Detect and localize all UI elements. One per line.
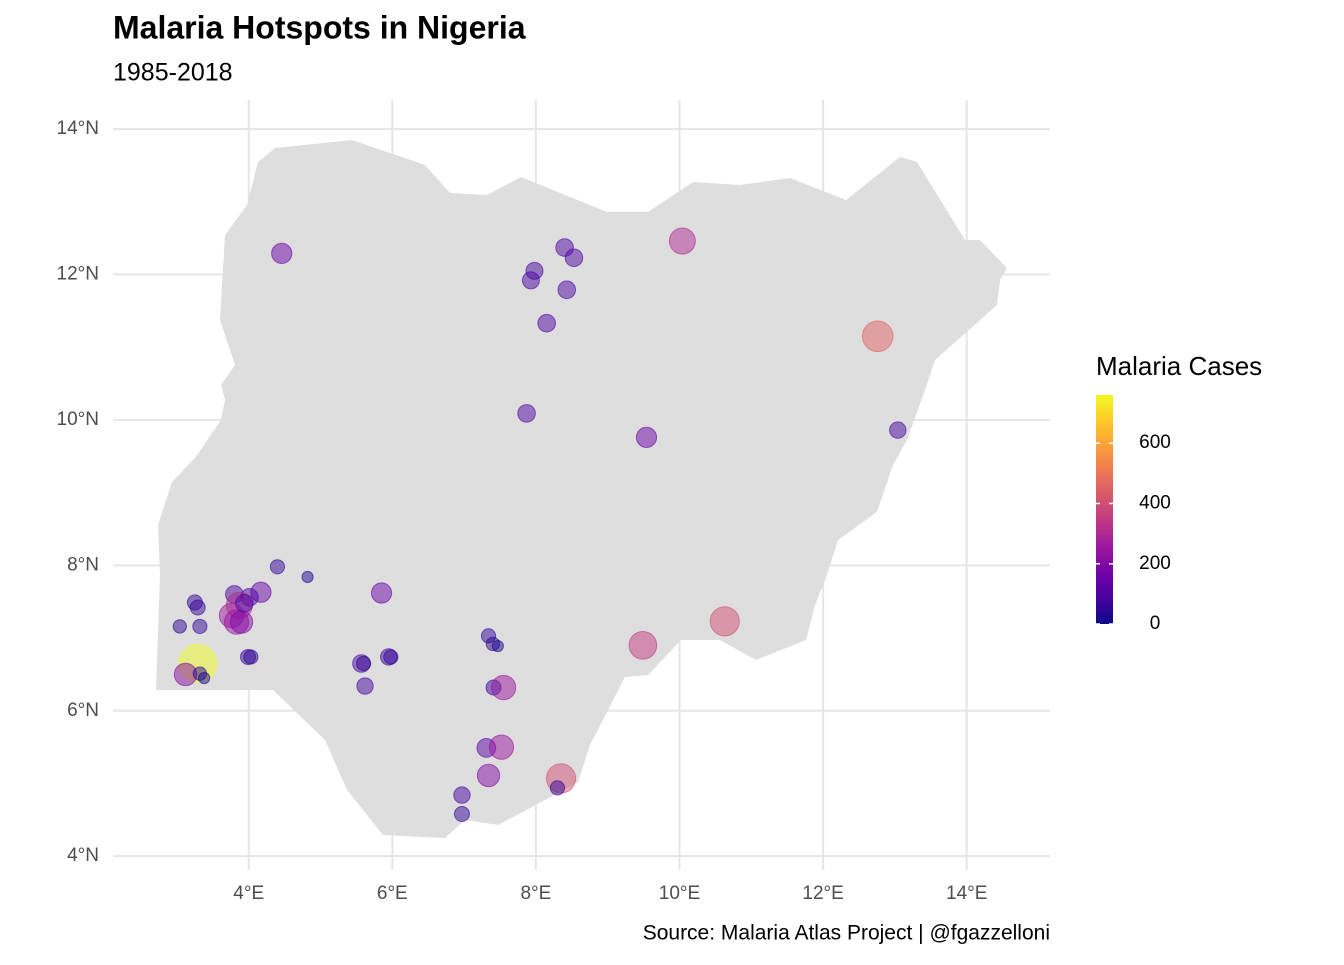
chart-subtitle: 1985-2018 <box>113 59 233 87</box>
hotspot-point <box>488 734 515 760</box>
hotspot-point <box>476 763 501 788</box>
hotspot-point <box>269 559 286 575</box>
hotspot-point <box>490 674 517 701</box>
y-tick-label: 8°N <box>67 554 99 575</box>
hotspot-point <box>517 404 536 423</box>
hotspot-point <box>521 271 540 290</box>
x-tick-label: 6°E <box>377 883 408 904</box>
chart-title: Malaria Hotspots in Nigeria <box>113 9 526 45</box>
hotspot-point <box>172 619 187 634</box>
colorbar-label: 400 <box>1139 492 1171 513</box>
colorbar <box>1096 395 1113 624</box>
hotspot-point <box>453 786 471 804</box>
colorbar-label: 0 <box>1150 613 1161 634</box>
y-tick-label: 14°N <box>57 118 99 139</box>
hotspot-point <box>356 677 374 695</box>
hotspot-point <box>370 582 393 604</box>
hotspot-point <box>271 242 293 265</box>
hotspot-point <box>453 806 470 823</box>
caption: Source: Malaria Atlas Project | @fgazzel… <box>643 922 1050 945</box>
hotspot-point <box>549 780 566 796</box>
colorbar-label: 200 <box>1139 553 1171 574</box>
hotspot-point <box>889 421 907 439</box>
hotspot-point <box>198 671 211 685</box>
y-tick-label: 4°N <box>67 845 99 866</box>
x-tick-label: 8°E <box>520 883 551 904</box>
hotspot-point <box>235 593 254 613</box>
y-tick-label: 6°N <box>67 700 99 721</box>
x-tick-label: 14°E <box>946 883 987 904</box>
hotspot-point <box>709 606 740 637</box>
hotspot-point <box>491 639 504 653</box>
hotspot-point <box>861 320 894 353</box>
hotspot-point <box>355 655 372 672</box>
y-tick-label: 12°N <box>57 264 99 285</box>
hotspot-point <box>668 227 696 255</box>
legend-title: Malaria Cases <box>1096 351 1262 381</box>
x-tick-label: 10°E <box>659 883 700 904</box>
y-tick-label: 10°N <box>57 409 99 430</box>
hotspot-point <box>301 570 314 584</box>
hotspot-point <box>635 426 658 448</box>
hotspot-point <box>189 599 206 616</box>
hotspot-point <box>564 248 584 268</box>
x-tick-label: 12°E <box>802 883 843 904</box>
hotspot-point <box>383 649 399 665</box>
hotspot-point <box>243 649 259 665</box>
colorbar-label: 600 <box>1139 432 1171 453</box>
hotspot-point <box>537 313 556 333</box>
hotspot-point <box>628 630 658 660</box>
hotspot-point <box>229 610 254 634</box>
hotspot-point <box>192 618 208 635</box>
x-tick-label: 4°E <box>233 883 264 904</box>
hotspot-point <box>557 280 577 300</box>
